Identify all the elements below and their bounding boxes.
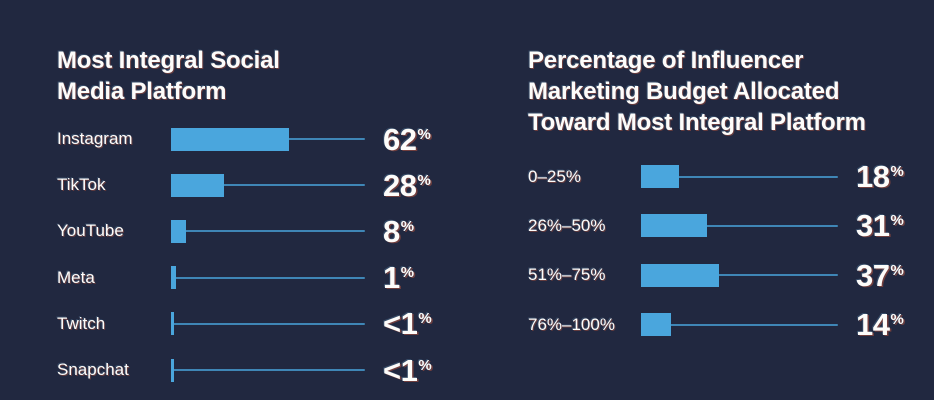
leader-line [172, 230, 365, 233]
right-chart-title-line3: Toward Most Integral Platform [528, 108, 866, 136]
leader-line [642, 175, 838, 178]
category-label: 0–25% [528, 166, 581, 186]
leader-line [642, 274, 838, 277]
bar [641, 165, 679, 189]
category-label: 51%–75% [528, 265, 606, 285]
value-number: 37 [856, 257, 890, 293]
right-chart-title-line1: Percentage of Influencer [528, 46, 804, 74]
category-label: TikTok [57, 175, 106, 195]
bar-row-0-25: 0–25% 18% [528, 152, 904, 201]
bar-row-26-50: 26%–50% 31% [528, 201, 904, 250]
percent-sign: % [890, 212, 904, 230]
value-label: 28% [383, 170, 431, 201]
right-chart-title: Percentage of Influencer Marketing Budge… [528, 45, 866, 138]
percent-sign: % [418, 356, 432, 374]
bar-track [171, 358, 365, 382]
value-label: <1% [383, 308, 432, 339]
bar [171, 127, 289, 151]
bar-track [171, 312, 365, 336]
category-label: YouTube [57, 221, 124, 241]
bar-track [641, 313, 838, 337]
left-chart-title-line2: Media Platform [57, 77, 227, 105]
bar [171, 173, 224, 197]
percent-sign: % [890, 163, 904, 181]
bar [171, 266, 176, 290]
percent-sign: % [890, 261, 904, 279]
value-number: <1 [383, 352, 418, 388]
value-number: <1 [383, 306, 418, 342]
category-label: Meta [57, 267, 95, 287]
bar [171, 358, 174, 382]
percent-sign: % [890, 311, 904, 329]
value-label: 18% [856, 161, 904, 192]
bar-row-tiktok: TikTok 28% [57, 162, 432, 208]
value-label: <1% [383, 355, 432, 386]
category-label: Twitch [57, 313, 106, 333]
category-label: 76%–100% [528, 314, 615, 334]
bar-row-youtube: YouTube 8% [57, 208, 432, 254]
bar-track [171, 127, 365, 151]
value-number: 62 [383, 121, 417, 157]
bar-row-meta: Meta 1% [57, 255, 432, 301]
leader-line [172, 276, 365, 279]
leader-line [172, 369, 365, 372]
value-label: 14% [856, 309, 904, 340]
value-number: 1 [383, 260, 400, 296]
bar [641, 313, 671, 337]
value-label: 31% [856, 210, 904, 241]
bar-row-51-75: 51%–75% 37% [528, 251, 904, 300]
leader-line [642, 323, 838, 326]
value-number: 14 [856, 307, 890, 343]
value-label: 62% [383, 124, 431, 155]
category-label: Snapchat [57, 360, 129, 380]
percent-sign: % [417, 125, 431, 143]
bar-track [171, 219, 365, 243]
bar [171, 312, 174, 336]
right-chart-rows: 0–25% 18% 26%–50% 31% 51%–75% [528, 152, 904, 349]
value-number: 18 [856, 159, 890, 195]
bar [641, 263, 719, 287]
bar-row-snapchat: Snapchat <1% [57, 347, 432, 393]
bar-row-76-100: 76%–100% 14% [528, 300, 904, 349]
percent-sign: % [418, 310, 432, 328]
left-chart-title: Most Integral Social Media Platform [57, 45, 280, 107]
bar [641, 214, 707, 238]
value-number: 31 [856, 208, 890, 244]
category-label: Instagram [57, 129, 133, 149]
value-number: 8 [383, 213, 400, 249]
leader-line [172, 184, 365, 187]
percent-sign: % [400, 264, 415, 282]
bar-track [641, 214, 838, 238]
value-number: 28 [383, 167, 417, 203]
category-label: 26%–50% [528, 215, 606, 235]
percent-sign: % [417, 171, 431, 189]
leader-line [642, 224, 838, 227]
bar-track [171, 173, 365, 197]
bar-row-twitch: Twitch <1% [57, 301, 432, 347]
bar [171, 219, 186, 243]
bar-row-instagram: Instagram 62% [57, 116, 432, 162]
value-label: 1% [383, 262, 414, 293]
value-label: 37% [856, 260, 904, 291]
bar-track [641, 263, 838, 287]
value-label: 8% [383, 216, 414, 247]
leader-line [172, 322, 365, 325]
percent-sign: % [400, 217, 415, 235]
bar-track [171, 266, 365, 290]
bar-track [641, 165, 838, 189]
left-chart-title-line1: Most Integral Social [57, 46, 280, 74]
left-chart-rows: Instagram 62% TikTok 28% YouTube [57, 116, 432, 393]
right-chart-title-line2: Marketing Budget Allocated [528, 77, 840, 105]
